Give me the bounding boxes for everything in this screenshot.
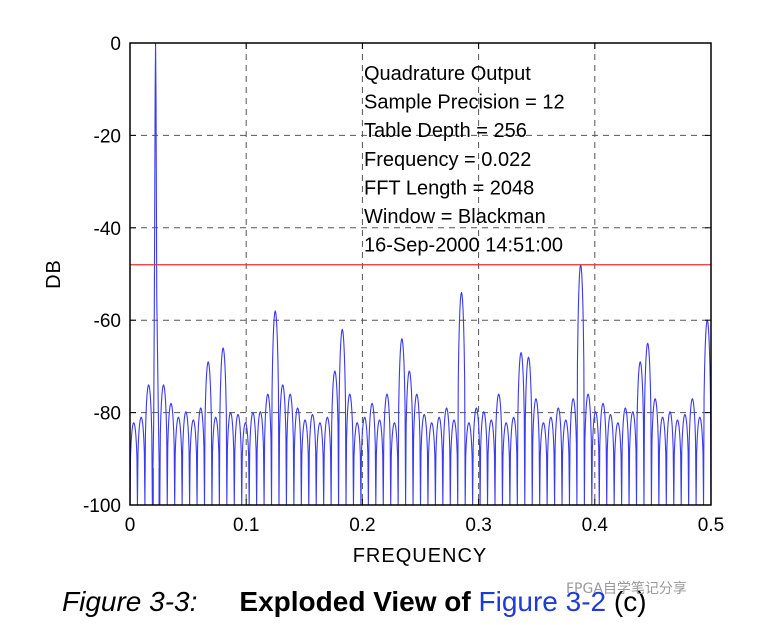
- x-axis-label: FREQUENCY: [353, 545, 488, 567]
- annotation-line: Sample Precision = 12: [364, 92, 565, 114]
- series-group: [129, 42, 712, 506]
- caption-title: Exploded View of: [239, 586, 471, 617]
- x-tick-label: 0.2: [349, 515, 375, 536]
- watermark: FPGA自学笔记分享: [566, 581, 687, 597]
- figure-caption: Figure 3-3: Exploded View of Figure 3-2 (…: [62, 586, 647, 618]
- annotation-line: Window = Blackman: [364, 206, 546, 228]
- y-tick-label: -100: [83, 496, 121, 517]
- y-tick-label: 0: [110, 34, 121, 55]
- caption-figure-link[interactable]: Figure 3-2: [478, 586, 607, 617]
- x-tick-label: 0.3: [465, 515, 491, 536]
- y-tick-labels: 0 -20 -40 -60 -80 -100: [83, 34, 711, 517]
- annotation-line: Quadrature Output: [364, 63, 531, 85]
- annotation-line: FFT Length = 2048: [364, 177, 534, 199]
- y-tick-label: -60: [94, 311, 121, 332]
- annotation-line: Frequency = 0.022: [364, 149, 531, 171]
- x-tick-label: 0: [125, 515, 136, 536]
- annotation-block: Quadrature Output Sample Precision = 12 Ta…: [364, 63, 565, 257]
- x-tick-label: 0.4: [582, 515, 609, 536]
- spectrum-chart: 0 -20 -40 -60 -80 -100 0 0.1 0.2 0.3 0.4 0.5 FREQU…: [43, 34, 724, 567]
- y-tick-label: -80: [94, 404, 121, 425]
- annotation-line: 16-Sep-2000 14:51:00: [364, 235, 563, 257]
- annotation-line: Table Depth = 256: [364, 120, 527, 142]
- grid: [130, 43, 711, 505]
- x-tick-label: 0.1: [233, 515, 259, 536]
- x-tick-label: 0.5: [698, 515, 724, 536]
- caption-figure-number: Figure 3-3:: [62, 586, 198, 617]
- caption-suffix: (c): [613, 586, 647, 617]
- plot-frame: [129, 42, 712, 506]
- y-tick-label: -20: [94, 126, 121, 147]
- y-axis-label: DB: [43, 259, 65, 289]
- y-tick-label: -40: [94, 219, 121, 240]
- spectrum-line: [129, 42, 712, 506]
- x-tick-labels: 0 0.1 0.2 0.3 0.4 0.5: [125, 43, 724, 536]
